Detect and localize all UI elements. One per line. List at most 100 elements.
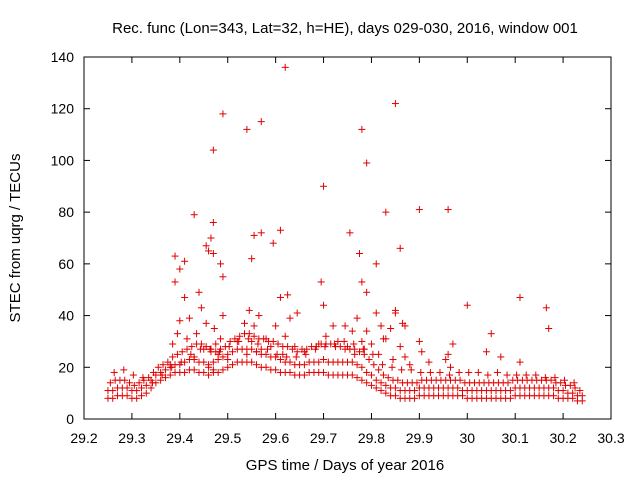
x-tick-label: 29.7 [310, 430, 337, 446]
data-point [401, 322, 409, 330]
data-point [322, 332, 330, 340]
data-point [413, 379, 421, 387]
data-point [370, 361, 378, 369]
x-tick-label: 30.1 [502, 430, 529, 446]
data-point [250, 332, 258, 340]
data-point [255, 312, 263, 320]
data-point [571, 384, 579, 392]
data-point [391, 306, 399, 314]
data-point [217, 260, 225, 268]
data-point [358, 278, 366, 286]
data-point [262, 363, 270, 371]
data-point [532, 371, 540, 379]
data-point [311, 345, 319, 353]
data-point [336, 343, 344, 351]
data-point [442, 356, 450, 364]
data-point [159, 361, 167, 369]
data-point [173, 350, 181, 358]
data-point [205, 371, 213, 379]
data-point [506, 394, 514, 402]
data-point [372, 376, 380, 384]
data-point [372, 260, 380, 268]
data-point [286, 358, 294, 366]
data-point [463, 301, 471, 309]
data-point [149, 368, 157, 376]
data-point [363, 368, 371, 376]
data-point [185, 314, 193, 322]
data-point [240, 319, 248, 327]
data-point [396, 343, 404, 351]
data-point [455, 368, 463, 376]
plot-frame [83, 56, 612, 420]
data-point [154, 363, 162, 371]
data-point [267, 343, 275, 351]
data-point [425, 358, 433, 366]
data-point [284, 343, 292, 351]
y-tick-label: 40 [58, 308, 74, 324]
data-point [207, 348, 215, 356]
data-point [363, 159, 371, 167]
data-point [217, 335, 225, 343]
data-point [123, 392, 131, 400]
data-point [389, 356, 397, 364]
data-point [317, 278, 325, 286]
data-point [355, 250, 363, 258]
data-point [444, 206, 452, 214]
data-point [219, 366, 227, 374]
data-point [291, 343, 299, 351]
data-point [293, 309, 301, 317]
data-point [109, 394, 117, 402]
y-tick-label: 100 [51, 152, 75, 168]
data-point [120, 366, 128, 374]
data-point [202, 242, 210, 250]
data-point [123, 384, 131, 392]
data-point [207, 234, 215, 242]
data-point [315, 340, 323, 348]
data-point [551, 374, 559, 382]
x-axis-title: GPS time / Days of year 2016 [246, 457, 444, 474]
data-point [224, 363, 232, 371]
data-point [559, 387, 567, 395]
data-point [181, 368, 189, 376]
data-point [188, 343, 196, 351]
data-point [269, 337, 277, 345]
data-point [367, 381, 375, 389]
data-point [177, 358, 185, 366]
data-point [321, 343, 329, 351]
x-tick-label: 30 [459, 430, 475, 446]
data-point [406, 361, 414, 369]
x-tick-label: 29.9 [406, 430, 433, 446]
data-point [171, 252, 179, 260]
data-point [550, 392, 558, 400]
data-point [375, 366, 383, 374]
data-point [209, 366, 217, 374]
data-point [142, 381, 150, 389]
data-point [195, 288, 203, 296]
data-point [474, 368, 482, 376]
data-point [209, 250, 217, 258]
data-point [378, 361, 386, 369]
y-axis-title: STEC from uqrg / TECUs [7, 154, 24, 323]
y-axis: 0 20 40 60 80 100 120 140 [51, 49, 611, 427]
data-point [391, 384, 399, 392]
data-point [257, 118, 265, 126]
data-point [358, 125, 366, 133]
data-point [418, 348, 426, 356]
data-point [250, 322, 258, 330]
data-point [292, 353, 300, 361]
data-point [387, 325, 395, 332]
data-point [183, 335, 191, 343]
data-point [248, 345, 256, 353]
data-point [363, 379, 371, 387]
data-point [243, 350, 251, 358]
y-tick-label: 60 [58, 256, 74, 272]
data-point [484, 371, 492, 379]
data-point [293, 348, 301, 356]
data-point [200, 345, 208, 353]
data-point [171, 278, 179, 286]
data-point [444, 350, 452, 358]
data-point [377, 322, 385, 330]
data-point [367, 371, 375, 379]
data-point [375, 350, 383, 358]
